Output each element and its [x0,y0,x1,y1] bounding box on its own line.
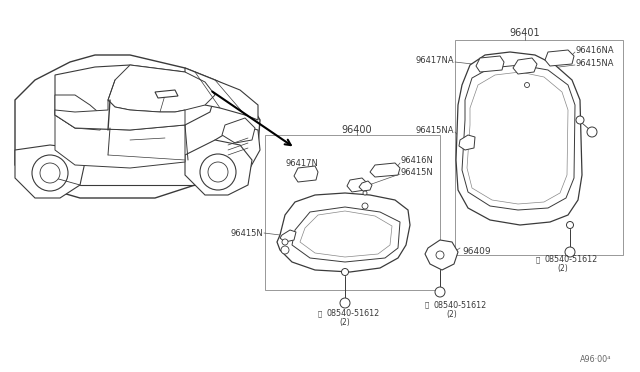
Text: 96416N: 96416N [401,155,434,164]
Polygon shape [215,125,260,178]
Text: (2): (2) [340,318,350,327]
Circle shape [40,163,60,183]
Polygon shape [545,50,574,66]
Polygon shape [292,207,400,262]
Text: Ⓢ: Ⓢ [318,311,323,317]
Text: 96415N: 96415N [230,228,263,237]
Text: 96401: 96401 [509,28,540,38]
Text: 96417N: 96417N [286,158,319,167]
Circle shape [282,239,288,245]
Polygon shape [15,145,85,198]
Polygon shape [462,65,575,210]
Text: 96417NA: 96417NA [415,55,454,64]
Circle shape [200,154,236,190]
Polygon shape [222,118,255,143]
Circle shape [565,247,575,257]
Text: 96415N: 96415N [401,167,434,176]
Polygon shape [155,90,178,98]
Circle shape [525,83,529,87]
Polygon shape [55,65,215,130]
Polygon shape [347,178,367,192]
Polygon shape [476,56,504,72]
Text: 96415NA: 96415NA [576,58,614,67]
Text: A96·00⁴: A96·00⁴ [580,356,611,365]
Text: Ⓢ: Ⓢ [536,257,540,263]
Polygon shape [294,166,318,182]
Circle shape [576,116,584,124]
Text: 08540-51612: 08540-51612 [327,310,380,318]
Polygon shape [185,68,258,120]
Circle shape [208,162,228,182]
Circle shape [342,269,349,276]
Circle shape [587,127,597,137]
Polygon shape [55,115,185,168]
Polygon shape [280,230,296,242]
Text: 96400: 96400 [342,125,372,135]
Circle shape [362,203,368,209]
Polygon shape [459,135,475,150]
Text: (2): (2) [447,310,458,318]
Text: 96415NA: 96415NA [415,125,454,135]
Text: 08540-51612: 08540-51612 [434,301,487,310]
Text: 96416NA: 96416NA [576,45,614,55]
Polygon shape [456,52,582,225]
Text: (2): (2) [557,263,568,273]
Polygon shape [513,58,537,74]
Polygon shape [425,240,458,270]
Polygon shape [359,181,372,191]
Polygon shape [55,100,185,130]
Circle shape [340,298,350,308]
Polygon shape [185,140,252,195]
Circle shape [435,287,445,297]
Bar [455,40,623,255]
Text: Ⓢ: Ⓢ [425,302,429,308]
Circle shape [566,221,573,228]
Circle shape [436,251,444,259]
Text: 08540-51612: 08540-51612 [545,256,598,264]
Text: 96409: 96409 [462,247,491,257]
Circle shape [363,191,367,195]
Bar [265,135,440,290]
Polygon shape [277,193,410,272]
Circle shape [281,246,289,254]
Polygon shape [15,55,260,198]
Circle shape [32,155,68,191]
Polygon shape [55,95,105,130]
Polygon shape [370,163,400,177]
Polygon shape [108,65,215,112]
